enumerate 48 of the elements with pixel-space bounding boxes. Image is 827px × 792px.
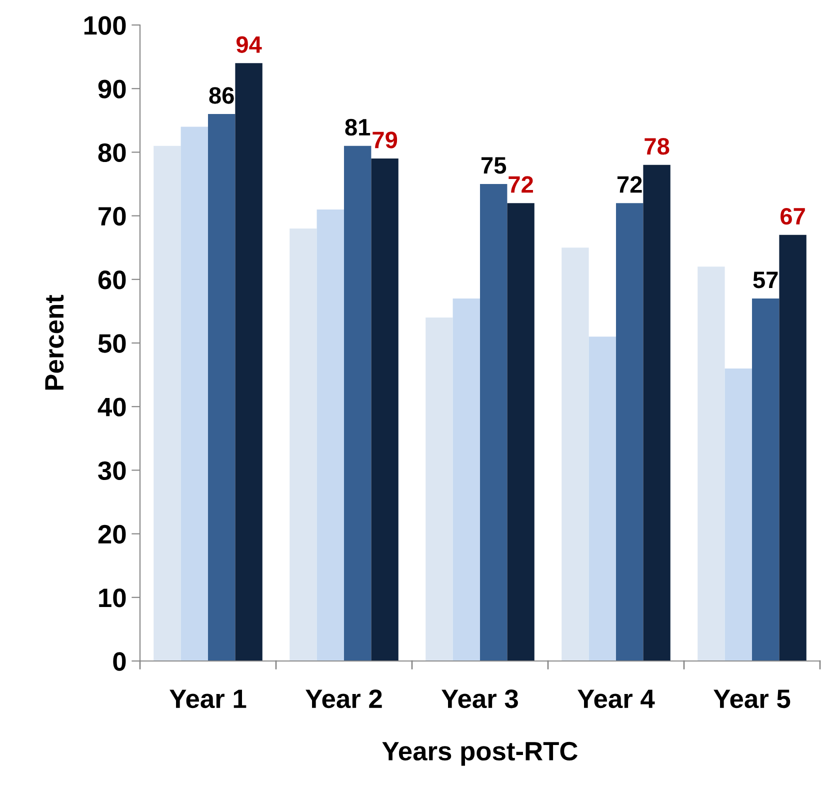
bar	[752, 298, 780, 661]
data-label: 57	[753, 272, 778, 288]
y-tick-label: 80	[98, 143, 126, 162]
bar	[452, 298, 480, 661]
bar	[779, 234, 806, 661]
bar	[344, 146, 372, 661]
bar	[643, 164, 670, 661]
x-axis-title: Years post-RTC	[382, 742, 578, 766]
bar	[562, 248, 589, 661]
bar	[290, 228, 317, 661]
bar	[371, 158, 398, 661]
bar	[588, 336, 616, 661]
bar	[426, 318, 453, 661]
x-tick-label: Year 1	[170, 690, 246, 708]
bar	[507, 203, 534, 661]
data-label: 86	[209, 87, 234, 104]
data-label: 75	[481, 157, 506, 174]
data-label: 72	[617, 176, 642, 193]
bar	[616, 203, 644, 661]
data-label: 79	[372, 132, 398, 148]
y-tick-label: 10	[99, 588, 126, 608]
y-tick-label: 100	[84, 16, 126, 35]
y-tick-label: 60	[98, 270, 126, 290]
y-tick-label: 70	[98, 206, 126, 226]
y-tick-label: 0	[113, 652, 126, 671]
x-tick-label: Year 5	[714, 690, 790, 708]
data-label: 78	[644, 138, 670, 155]
y-tick-label: 20	[98, 524, 126, 544]
y-tick-label: 90	[98, 80, 126, 98]
y-axis-title: Percent	[45, 294, 64, 390]
data-label: 72	[508, 176, 533, 193]
data-label: 81	[345, 118, 370, 136]
data-label: 67	[780, 208, 805, 225]
y-tick-label: 50	[98, 334, 126, 353]
bar	[480, 184, 508, 661]
x-tick-label: Year 4	[578, 690, 655, 708]
bar	[154, 146, 181, 661]
x-tick-label: Year 3	[442, 689, 518, 708]
bar	[235, 63, 262, 661]
bar	[698, 266, 725, 661]
bar	[208, 114, 236, 661]
bar	[316, 209, 344, 661]
data-label: 94	[236, 36, 262, 53]
bar	[180, 126, 208, 661]
y-tick-label: 30	[98, 461, 126, 480]
bar	[724, 368, 752, 661]
x-tick-label: Year 2	[306, 689, 382, 708]
y-tick-label: 40	[98, 398, 126, 416]
